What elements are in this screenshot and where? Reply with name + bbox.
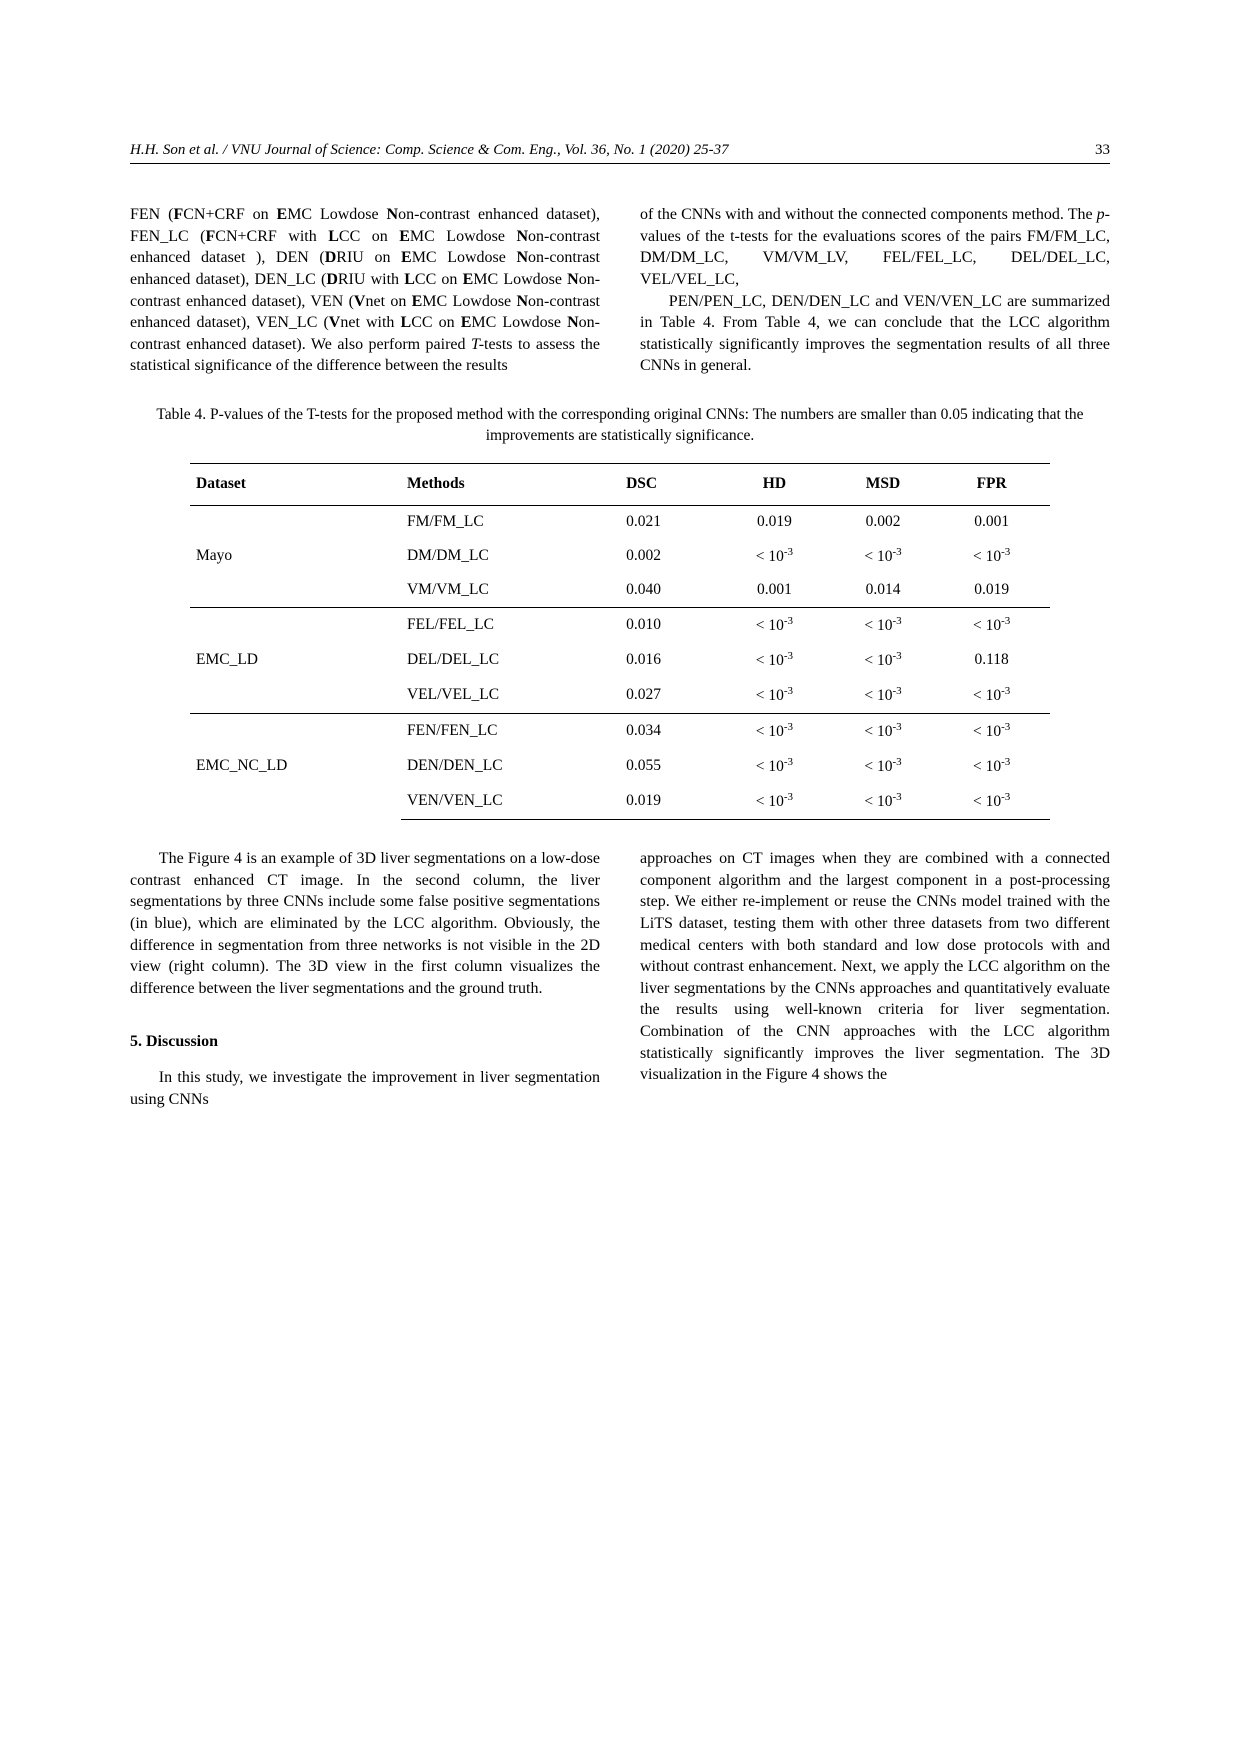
col-dataset: Dataset	[190, 463, 401, 505]
table-header: Dataset Methods DSC HD MSD FPR	[190, 463, 1050, 505]
cell-hd: < 10-3	[724, 678, 833, 714]
cell-dataset: EMC_NC_LD	[190, 713, 401, 819]
cell-dataset: Mayo	[190, 505, 401, 607]
table-body: MayoFM/FM_LC0.0210.0190.0020.001DM/DM_LC…	[190, 505, 1050, 819]
bottom-right-paragraph: approaches on CT images when they are co…	[640, 848, 1110, 1086]
bottom-left-paragraph-1: The Figure 4 is an example of 3D liver s…	[130, 848, 600, 999]
cell-method: VEN/VEN_LC	[401, 784, 620, 820]
cell-method: DM/DM_LC	[401, 539, 620, 574]
cell-hd: < 10-3	[724, 539, 833, 574]
section-title-discussion: 5. Discussion	[130, 1031, 600, 1053]
cell-msd: 0.014	[833, 574, 942, 607]
cell-method: FEL/FEL_LC	[401, 607, 620, 643]
col-dsc: DSC	[620, 463, 724, 505]
running-head: H.H. Son et al. / VNU Journal of Science…	[130, 140, 729, 160]
cell-fpr: 0.001	[941, 505, 1050, 538]
cell-fpr: < 10-3	[941, 607, 1050, 643]
cell-dsc: 0.034	[620, 713, 724, 749]
cell-fpr: 0.019	[941, 574, 1050, 607]
cell-dsc: 0.027	[620, 678, 724, 714]
cell-fpr: 0.118	[941, 643, 1050, 678]
top-right-column: of the CNNs with and without the connect…	[640, 204, 1110, 377]
top-two-column-block: FEN (FCN+CRF on EMC Lowdose Non-contrast…	[130, 204, 1110, 377]
top-right-paragraph-1: of the CNNs with and without the connect…	[640, 204, 1110, 290]
top-right-paragraph-2: PEN/PEN_LC, DEN/DEN_LC and VEN/VEN_LC ar…	[640, 291, 1110, 377]
cell-hd: 0.019	[724, 505, 833, 538]
bottom-left-column: The Figure 4 is an example of 3D liver s…	[130, 848, 600, 1110]
col-fpr: FPR	[941, 463, 1050, 505]
cell-msd: < 10-3	[833, 713, 942, 749]
top-left-paragraph: FEN (FCN+CRF on EMC Lowdose Non-contrast…	[130, 204, 600, 377]
cell-dsc: 0.019	[620, 784, 724, 820]
cell-method: DEL/DEL_LC	[401, 643, 620, 678]
cell-dataset: EMC_LD	[190, 607, 401, 713]
cell-hd: 0.001	[724, 574, 833, 607]
cell-msd: < 10-3	[833, 643, 942, 678]
cell-hd: < 10-3	[724, 749, 833, 784]
table-row: EMC_LDFEL/FEL_LC0.010< 10-3< 10-3< 10-3	[190, 607, 1050, 643]
col-msd: MSD	[833, 463, 942, 505]
cell-dsc: 0.002	[620, 539, 724, 574]
cell-method: FEN/FEN_LC	[401, 713, 620, 749]
cell-msd: < 10-3	[833, 784, 942, 820]
cell-hd: < 10-3	[724, 784, 833, 820]
cell-fpr: < 10-3	[941, 678, 1050, 714]
cell-fpr: < 10-3	[941, 539, 1050, 574]
bottom-left-paragraph-2: In this study, we investigate the improv…	[130, 1067, 600, 1110]
cell-fpr: < 10-3	[941, 713, 1050, 749]
cell-fpr: < 10-3	[941, 784, 1050, 820]
cell-dsc: 0.040	[620, 574, 724, 607]
cell-hd: < 10-3	[724, 713, 833, 749]
cell-hd: < 10-3	[724, 607, 833, 643]
page-header: H.H. Son et al. / VNU Journal of Science…	[130, 140, 1110, 164]
col-hd: HD	[724, 463, 833, 505]
pvalues-table: Dataset Methods DSC HD MSD FPR MayoFM/FM…	[190, 463, 1050, 820]
cell-dsc: 0.010	[620, 607, 724, 643]
cell-hd: < 10-3	[724, 643, 833, 678]
cell-method: VEL/VEL_LC	[401, 678, 620, 714]
cell-msd: < 10-3	[833, 749, 942, 784]
table-row: MayoFM/FM_LC0.0210.0190.0020.001	[190, 505, 1050, 538]
table-row: EMC_NC_LDFEN/FEN_LC0.034< 10-3< 10-3< 10…	[190, 713, 1050, 749]
cell-dsc: 0.055	[620, 749, 724, 784]
cell-msd: 0.002	[833, 505, 942, 538]
col-methods: Methods	[401, 463, 620, 505]
bottom-right-column: approaches on CT images when they are co…	[640, 848, 1110, 1110]
page-number: 33	[1095, 140, 1110, 160]
top-left-column: FEN (FCN+CRF on EMC Lowdose Non-contrast…	[130, 204, 600, 377]
cell-dsc: 0.021	[620, 505, 724, 538]
cell-method: DEN/DEN_LC	[401, 749, 620, 784]
cell-method: VM/VM_LC	[401, 574, 620, 607]
cell-msd: < 10-3	[833, 539, 942, 574]
bottom-two-column-block: The Figure 4 is an example of 3D liver s…	[130, 848, 1110, 1110]
table-caption: Table 4. P-values of the T-tests for the…	[130, 405, 1110, 447]
cell-method: FM/FM_LC	[401, 505, 620, 538]
cell-msd: < 10-3	[833, 678, 942, 714]
cell-dsc: 0.016	[620, 643, 724, 678]
cell-msd: < 10-3	[833, 607, 942, 643]
cell-fpr: < 10-3	[941, 749, 1050, 784]
